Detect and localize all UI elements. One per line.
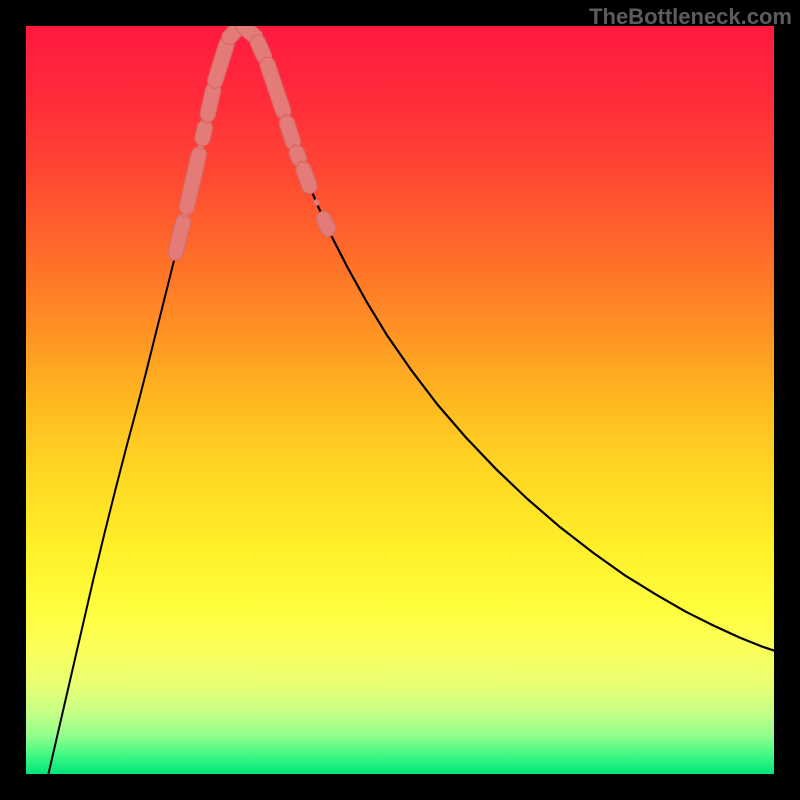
bead-segment bbox=[208, 90, 213, 114]
bead-segment bbox=[243, 26, 255, 36]
bead-segment bbox=[304, 170, 310, 186]
bead-segment bbox=[297, 153, 299, 158]
chart-frame: TheBottleneck.com bbox=[0, 0, 800, 800]
bead-gap-dot bbox=[314, 200, 320, 206]
bead-segment bbox=[203, 128, 205, 138]
bottleneck-curve-chart bbox=[26, 26, 774, 774]
bead-segment bbox=[258, 42, 264, 55]
bead-segment bbox=[287, 123, 293, 142]
bead-segment bbox=[176, 222, 183, 253]
bead-segment bbox=[324, 219, 328, 229]
